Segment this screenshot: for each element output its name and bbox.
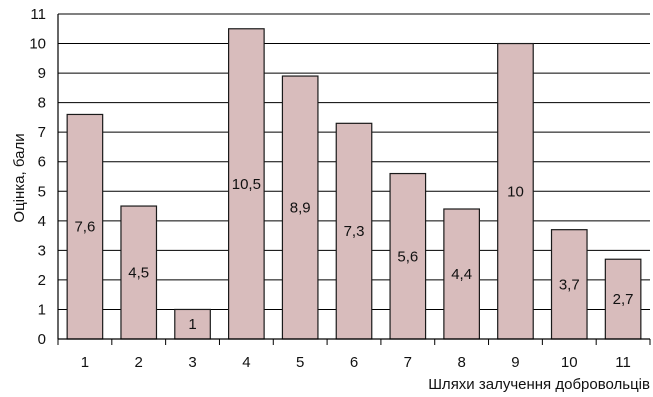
bar-value-label: 4,5 — [128, 265, 149, 282]
bar-value-label: 2,7 — [613, 291, 634, 308]
bar-value-label: 3,7 — [559, 276, 580, 293]
x-tick-label: 10 — [561, 354, 578, 371]
x-tick-label: 2 — [135, 354, 143, 371]
bar — [550, 229, 588, 340]
bar-value-label: 7,6 — [74, 219, 95, 236]
bar — [281, 75, 319, 340]
bar — [120, 205, 158, 340]
x-tick-label: 3 — [188, 354, 196, 371]
y-tick-label: 9 — [38, 65, 46, 82]
x-axis-title: Шляхи залучення добровольців — [428, 376, 650, 393]
y-tick-label: 11 — [30, 6, 46, 23]
bar — [228, 28, 265, 340]
axes — [57, 14, 651, 345]
y-tick-label: 8 — [38, 95, 46, 112]
x-tick-label: 6 — [350, 354, 358, 371]
y-tick-label: 6 — [38, 154, 46, 171]
y-tick-labels: 0 1 2 3 4 5 6 7 8 9 10 11 — [29, 6, 46, 348]
bar-value-label: 7,3 — [344, 223, 365, 240]
x-tick-label: 11 — [615, 354, 631, 371]
bar — [66, 113, 104, 340]
bar-value-label: 10,5 — [232, 176, 261, 193]
y-tick-label: 4 — [38, 213, 46, 230]
y-tick-label: 2 — [38, 272, 46, 289]
bar-value-label: 5,6 — [397, 248, 418, 265]
y-tick-label: 10 — [29, 36, 46, 53]
y-tick-label: 0 — [38, 331, 46, 348]
x-tick-label: 1 — [81, 354, 89, 371]
x-tick-label: 4 — [242, 354, 250, 371]
x-tick-label: 5 — [296, 354, 304, 371]
bars — [66, 28, 642, 340]
value-labels: 7,6 4,5 1 10,5 8,9 7,3 5,6 4,4 10 3,7 2,7 — [74, 176, 633, 333]
bar — [497, 42, 534, 340]
y-axis-title: Оцінка, бали — [11, 133, 28, 222]
y-tick-label: 1 — [38, 301, 46, 318]
bar-value-label: 4,4 — [451, 266, 472, 283]
x-tick-label: 8 — [457, 354, 465, 371]
bar — [335, 122, 373, 340]
bar-value-label: 8,9 — [290, 200, 311, 217]
bar — [389, 172, 427, 340]
x-tick-label: 9 — [511, 354, 519, 371]
bar — [604, 258, 642, 340]
bar — [443, 208, 480, 340]
bar-value-label: 1 — [188, 316, 196, 333]
y-tick-label: 5 — [38, 183, 46, 200]
x-tick-labels: 1 2 3 4 5 6 7 8 9 10 11 — [81, 354, 631, 371]
y-tick-label: 3 — [38, 242, 46, 259]
bar — [174, 308, 211, 340]
y-tick-label: 7 — [38, 124, 46, 141]
x-tick-label: 7 — [404, 354, 412, 371]
bar-value-label: 10 — [507, 183, 524, 200]
